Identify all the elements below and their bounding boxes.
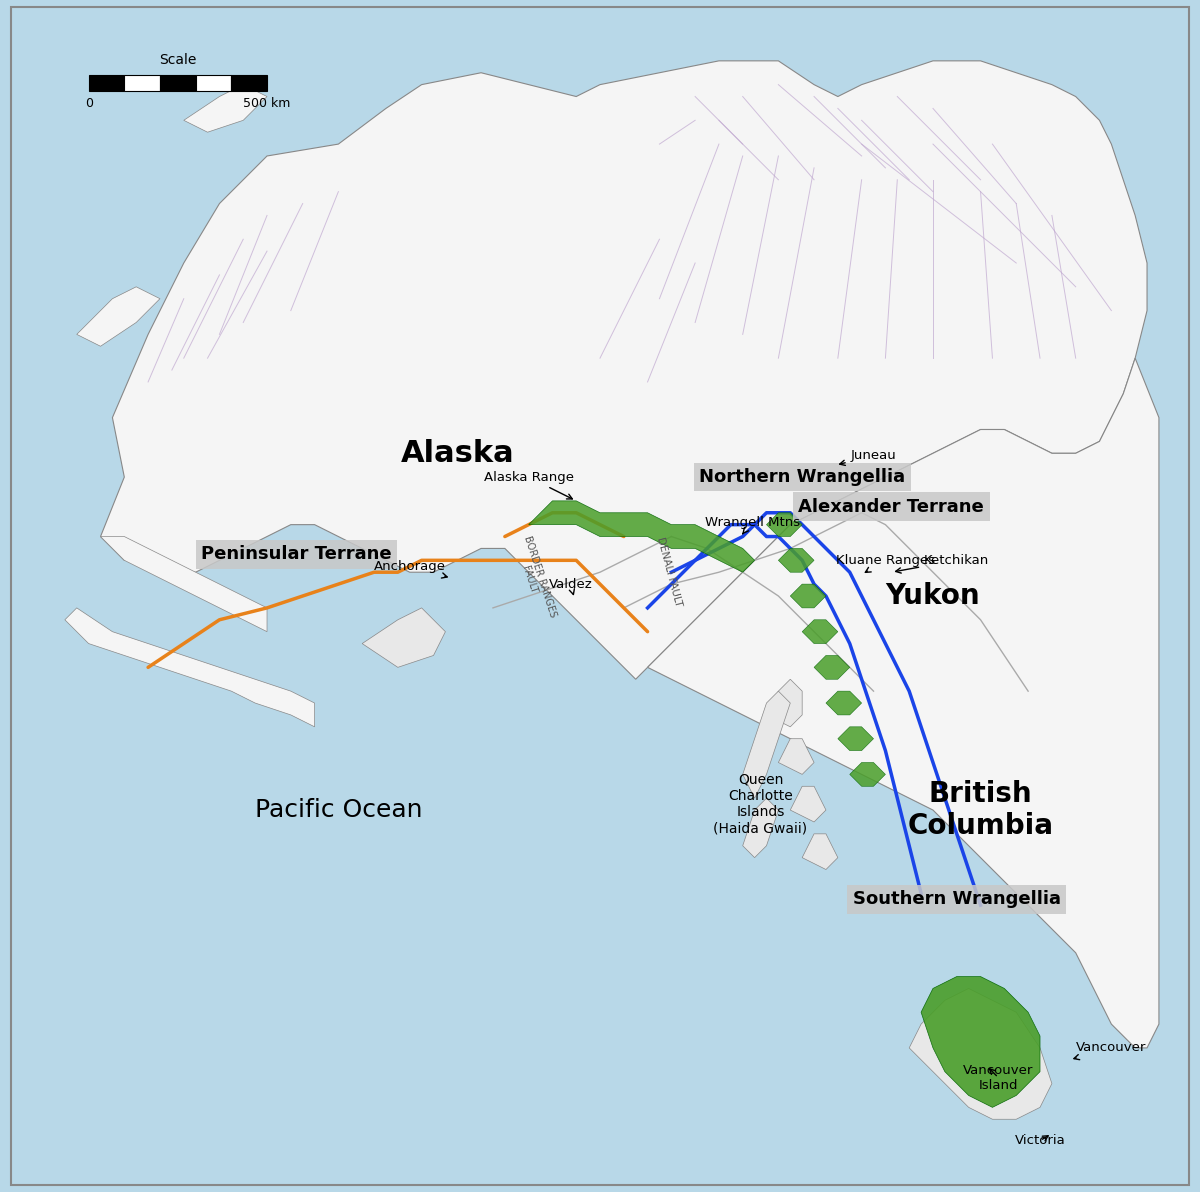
Polygon shape [77,287,160,346]
Text: DENALI FAULT: DENALI FAULT [655,536,683,608]
Polygon shape [802,620,838,644]
Bar [125,75,160,91]
Polygon shape [779,548,814,572]
Text: Alaska: Alaska [401,439,514,467]
Polygon shape [767,513,802,536]
Polygon shape [529,501,755,572]
Text: Scale: Scale [160,52,197,67]
Text: Wrangell Mtns: Wrangell Mtns [704,516,799,534]
Text: Valdez: Valdez [548,578,592,595]
Polygon shape [850,763,886,787]
Polygon shape [743,691,791,799]
Polygon shape [826,691,862,715]
Polygon shape [814,656,850,679]
Polygon shape [791,787,826,822]
Polygon shape [362,608,445,668]
Text: Victoria: Victoria [1015,1134,1066,1147]
Polygon shape [791,584,826,608]
Polygon shape [743,799,779,857]
Text: Anchorage: Anchorage [373,560,448,578]
Text: Pacific Ocean: Pacific Ocean [254,799,422,822]
Bar [160,75,196,91]
Text: Kluane Ranges: Kluane Ranges [836,554,935,572]
Text: Yukon: Yukon [886,582,980,610]
Polygon shape [838,727,874,751]
Polygon shape [767,679,802,727]
Polygon shape [779,739,814,775]
Text: Southern Wrangellia: Southern Wrangellia [853,890,1061,908]
Text: Queen
Charlotte
Islands
(Haida Gwaii): Queen Charlotte Islands (Haida Gwaii) [714,772,808,836]
Text: British
Columbia: British Columbia [907,780,1054,840]
Text: Vancouver: Vancouver [1074,1042,1146,1060]
Text: Alaska Range: Alaska Range [484,471,574,499]
Polygon shape [101,536,268,632]
Polygon shape [184,85,268,132]
Text: Ketchikan: Ketchikan [895,554,989,573]
Text: Northern Wrangellia: Northern Wrangellia [700,468,905,486]
Polygon shape [648,358,1159,1048]
Text: 500 km: 500 km [244,97,290,110]
Polygon shape [922,976,1040,1107]
Text: BORDER RANGES
FAULT: BORDER RANGES FAULT [511,534,558,622]
Polygon shape [910,988,1052,1119]
Bar [196,75,232,91]
Text: Alexander Terrane: Alexander Terrane [798,498,984,516]
Text: Peninsular Terrane: Peninsular Terrane [202,546,392,564]
Polygon shape [802,834,838,869]
Polygon shape [101,61,1147,679]
Bar [232,75,268,91]
Text: Vancouver
Island: Vancouver Island [964,1063,1033,1092]
Bar [89,75,125,91]
Text: Juneau: Juneau [840,449,896,465]
Polygon shape [65,608,314,727]
Text: 0: 0 [85,97,92,110]
